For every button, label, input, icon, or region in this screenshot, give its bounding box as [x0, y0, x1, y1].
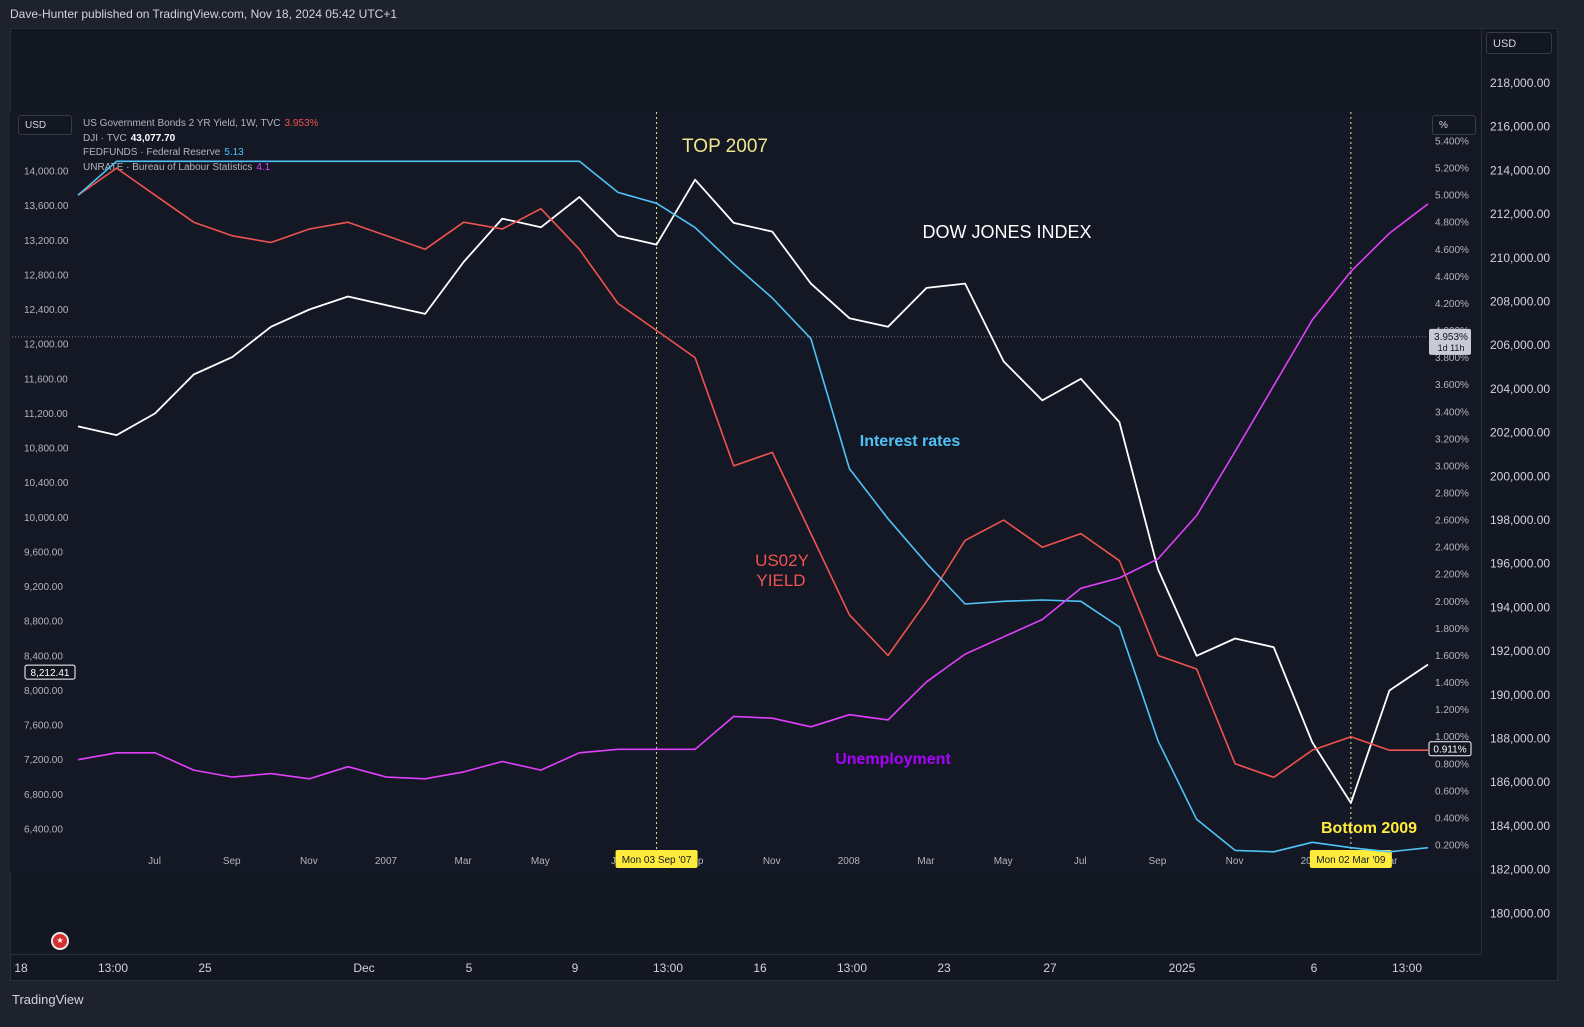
inner-chart-pane[interactable]: [10, 112, 1481, 872]
legend-label: DJI · TVC: [83, 132, 127, 144]
legend-row-fedfunds[interactable]: FEDFUNDS · Federal Reserve 5.13: [83, 146, 318, 161]
legend-label: FEDFUNDS · Federal Reserve: [83, 147, 221, 158]
outer-price-axis[interactable]: [1481, 28, 1559, 954]
outer-time-axis[interactable]: [10, 954, 1481, 982]
legend-value: 4.1: [256, 161, 271, 173]
percent-scale-selector[interactable]: %: [1432, 115, 1476, 135]
legend-value: 43,077.70: [130, 132, 176, 144]
legend-row-unrate[interactable]: UNRATE · Bureau of Labour Statistics 4.1: [83, 161, 318, 176]
publisher-caption: Dave-Hunter published on TradingView.com…: [10, 7, 398, 21]
chart-header: Dave-Hunter published on TradingView.com…: [0, 0, 1584, 28]
legend-label: UNRATE · Bureau of Labour Statistics: [83, 161, 253, 173]
legend-value: 3.953%: [284, 118, 319, 129]
legend-label: US Government Bonds 2 YR Yield, 1W, TVC: [83, 118, 281, 129]
outer-currency-selector[interactable]: USD: [1486, 32, 1552, 54]
us-flag-icon: ★: [51, 932, 69, 950]
series-legend: US Government Bonds 2 YR Yield, 1W, TVC 3…: [83, 117, 318, 175]
legend-row-us02y[interactable]: US Government Bonds 2 YR Yield, 1W, TVC 3…: [83, 117, 318, 132]
legend-row-dji[interactable]: DJI · TVC 43,077.70: [83, 132, 318, 147]
legend-value: 5.13: [224, 147, 244, 158]
tradingview-logo: TradingView: [12, 992, 84, 1007]
chart-footer: TradingView: [0, 981, 1584, 1027]
inner-currency-selector[interactable]: USD: [18, 115, 72, 135]
